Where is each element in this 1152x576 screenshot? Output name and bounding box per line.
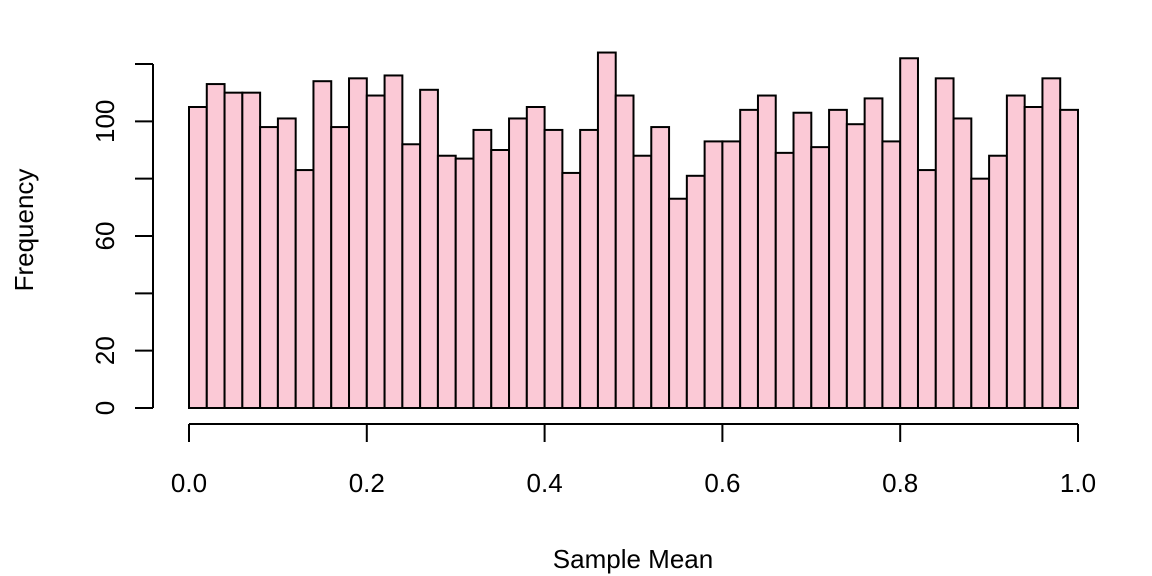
histogram-bar [934, 77, 955, 409]
histogram-bar [970, 177, 991, 409]
y-axis-tick-label: 100 [90, 100, 120, 143]
y-axis: 0 20 60 100 [90, 63, 154, 415]
histogram-bar [383, 74, 404, 409]
histogram-bar [703, 140, 724, 409]
histogram-bar [863, 97, 884, 410]
histogram-bar [685, 174, 706, 409]
histogram-bar [348, 77, 368, 409]
histogram-bar [454, 157, 475, 409]
histogram-bar [1023, 106, 1044, 409]
y-axis-title: Frequency [9, 169, 39, 292]
histogram-bar [810, 146, 831, 409]
histogram-bar [792, 111, 813, 409]
histogram-bar [276, 117, 297, 409]
histogram-bar [330, 126, 351, 409]
histogram-bar [614, 94, 635, 410]
x-axis: 0.0 0.2 0.4 0.6 0.8 1.0 [171, 423, 1096, 498]
histogram-bar [508, 117, 528, 409]
x-axis-title: Sample Mean [553, 544, 713, 574]
histogram-bar [721, 140, 742, 409]
histogram-bar [436, 154, 457, 409]
histogram-bar [1059, 108, 1079, 409]
histogram-bar [1005, 94, 1026, 410]
histogram-bar [188, 106, 208, 409]
histogram-bar [294, 169, 315, 409]
histogram-bar [899, 57, 919, 410]
x-axis-tick-label: 0.4 [527, 468, 563, 498]
histogram-bar [365, 94, 386, 410]
histogram-bar [596, 51, 617, 410]
x-axis-tick-label: 0.8 [882, 468, 918, 498]
y-axis-tick-label: 0 [90, 401, 120, 415]
histogram-bar [490, 149, 511, 409]
histogram-bar [525, 106, 546, 409]
y-axis-tick-label: 20 [90, 336, 120, 365]
histogram-bar [579, 128, 599, 410]
x-axis-tick-label: 1.0 [1060, 468, 1096, 498]
histogram-bar [881, 140, 902, 409]
histogram-bar [543, 128, 564, 410]
x-axis-tick-label: 0.0 [171, 468, 207, 498]
histogram-bar [223, 91, 244, 410]
histogram-bar [952, 117, 973, 409]
histogram-bar [259, 126, 279, 409]
histogram-bar [632, 154, 653, 409]
histogram-bar [845, 123, 866, 409]
histogram-bar [312, 80, 333, 409]
histogram-bars [188, 51, 1079, 410]
x-axis-tick-label: 0.6 [704, 468, 740, 498]
y-axis-tick-label: 60 [90, 222, 120, 251]
histogram-bar [828, 108, 848, 409]
histogram-bar [241, 91, 262, 410]
histogram-bar [561, 171, 582, 409]
x-axis-tick-label: 0.2 [349, 468, 385, 498]
histogram-bar [756, 94, 777, 410]
histogram-bar [739, 108, 759, 409]
histogram-bar [668, 197, 688, 409]
histogram-bar [419, 88, 439, 410]
histogram-bar [916, 169, 937, 409]
histogram-bar [205, 83, 226, 409]
histogram-bar [401, 143, 422, 409]
histogram-bar [774, 151, 795, 409]
histogram-bar [472, 128, 493, 410]
histogram-bar [988, 154, 1008, 409]
histogram-bar [1041, 77, 1062, 409]
histogram-bar [650, 126, 671, 409]
